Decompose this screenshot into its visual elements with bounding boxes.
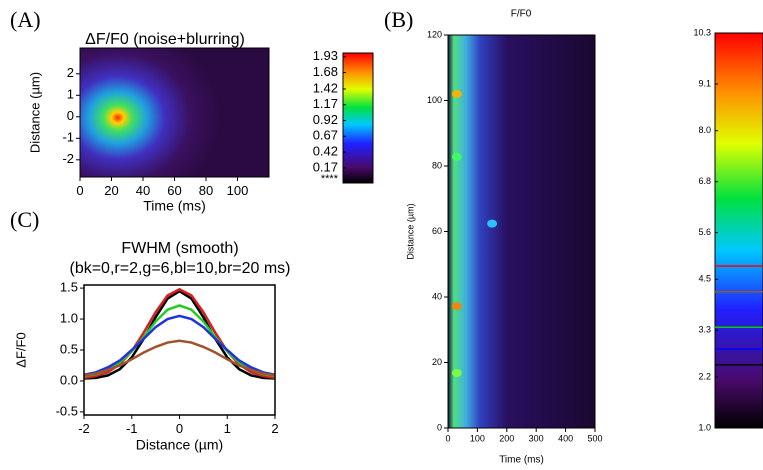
hotspot xyxy=(487,219,498,228)
x-axis-label: Time (ms) xyxy=(143,198,205,214)
x-tick-label: 80 xyxy=(199,183,213,198)
colorbar-bottom-label: **** xyxy=(321,173,339,185)
series-line xyxy=(83,314,276,376)
hotspot xyxy=(451,368,462,377)
colorbar-tick-label: 0.42 xyxy=(313,144,338,159)
chart-title: ΔF/F0 (noise+blurring) xyxy=(85,31,245,48)
x-tick-label: 2 xyxy=(271,421,278,436)
y-tick-label: -0.5 xyxy=(56,403,78,418)
y-tick-label: 0 xyxy=(437,422,442,432)
colorbar-tick-label: 9.1 xyxy=(698,78,711,88)
x-tick-label: 20 xyxy=(104,183,118,198)
x-tick-label: -1 xyxy=(126,421,138,436)
chart-subtitle: (bk=0,r=2,g=6,bl=10,br=20 ms) xyxy=(69,260,290,277)
series-line xyxy=(83,304,276,378)
y-axis-label: ΔF/F0 xyxy=(13,332,28,367)
panel-label: (A) xyxy=(10,7,41,32)
x-axis-label: Time (ms) xyxy=(499,455,544,466)
x-tick-label: 0 xyxy=(176,421,183,436)
x-tick-label: 40 xyxy=(136,183,150,198)
colorbar-tick-label: 6.8 xyxy=(698,176,711,186)
colorbar-tick-label: 4.5 xyxy=(698,274,711,284)
y-tick-label: 0.5 xyxy=(60,341,78,356)
y-tick-label: 120 xyxy=(427,29,442,39)
panel-label: (B) xyxy=(384,7,413,32)
x-tick-label: 0 xyxy=(445,433,450,443)
colorbar-tick-label: 0.92 xyxy=(313,112,338,127)
heatmap-image xyxy=(448,35,595,428)
colorbar-tick-label: 8.0 xyxy=(698,125,711,135)
chart-title: F/F0 xyxy=(511,9,532,20)
colorbar-tick-label: 3.3 xyxy=(698,325,711,335)
colorbar xyxy=(714,32,763,429)
x-tick-label: 1 xyxy=(224,421,231,436)
heatmap-image xyxy=(80,48,269,177)
y-tick-label: 1.0 xyxy=(60,310,78,325)
x-tick-label: 100 xyxy=(470,433,485,443)
y-tick-label: 20 xyxy=(432,357,442,367)
y-tick-label: -2 xyxy=(62,151,74,166)
colorbar-tick-label: 1.0 xyxy=(698,422,711,432)
x-axis-label: Distance (µm) xyxy=(136,437,223,453)
colorbar-tick-label: 2.2 xyxy=(698,371,711,381)
y-tick-label: 1 xyxy=(67,87,74,102)
y-tick-label: 0 xyxy=(67,108,74,123)
colorbar-tick-label: 1.68 xyxy=(313,64,338,79)
y-tick-label: 1.5 xyxy=(60,280,78,295)
panel-label: (C) xyxy=(10,207,39,232)
colorbar-tick-label: 1.42 xyxy=(313,80,338,95)
x-tick-label: -2 xyxy=(78,421,90,436)
colorbar-tick-label: 0.67 xyxy=(313,128,338,143)
x-tick-label: 500 xyxy=(587,433,602,443)
series-line xyxy=(83,289,276,380)
hotspot xyxy=(451,89,462,98)
hotspot xyxy=(451,152,462,161)
y-tick-label: -1 xyxy=(62,130,74,145)
colorbar-tick-label: 1.17 xyxy=(313,96,338,111)
series-line xyxy=(83,339,276,377)
y-tick-label: 2 xyxy=(67,65,74,80)
colorbar-tick-label: 1.93 xyxy=(313,48,338,63)
y-axis-label: Distance (µm) xyxy=(27,72,42,153)
y-tick-label: 0.0 xyxy=(60,372,78,387)
x-tick-label: 300 xyxy=(529,433,544,443)
hotspot xyxy=(451,302,462,311)
colorbar-tick-label: 5.6 xyxy=(698,227,711,237)
colorbar-tick-label: 10.3 xyxy=(693,27,711,37)
x-tick-label: 400 xyxy=(558,433,573,443)
x-tick-label: 0 xyxy=(76,183,83,198)
y-tick-label: 60 xyxy=(432,226,442,236)
x-tick-label: 100 xyxy=(227,183,249,198)
colorbar xyxy=(342,52,374,184)
colorbar-tick-label: 0.17 xyxy=(313,159,338,174)
x-tick-label: 60 xyxy=(167,183,181,198)
y-tick-label: 40 xyxy=(432,291,442,301)
y-axis-label: Distance (µm) xyxy=(405,203,415,259)
y-tick-label: 100 xyxy=(427,95,442,105)
y-tick-label: 80 xyxy=(432,160,442,170)
chart-title: FWHM (smooth) xyxy=(121,240,238,257)
x-tick-label: 200 xyxy=(499,433,514,443)
plot-frame xyxy=(83,284,276,416)
